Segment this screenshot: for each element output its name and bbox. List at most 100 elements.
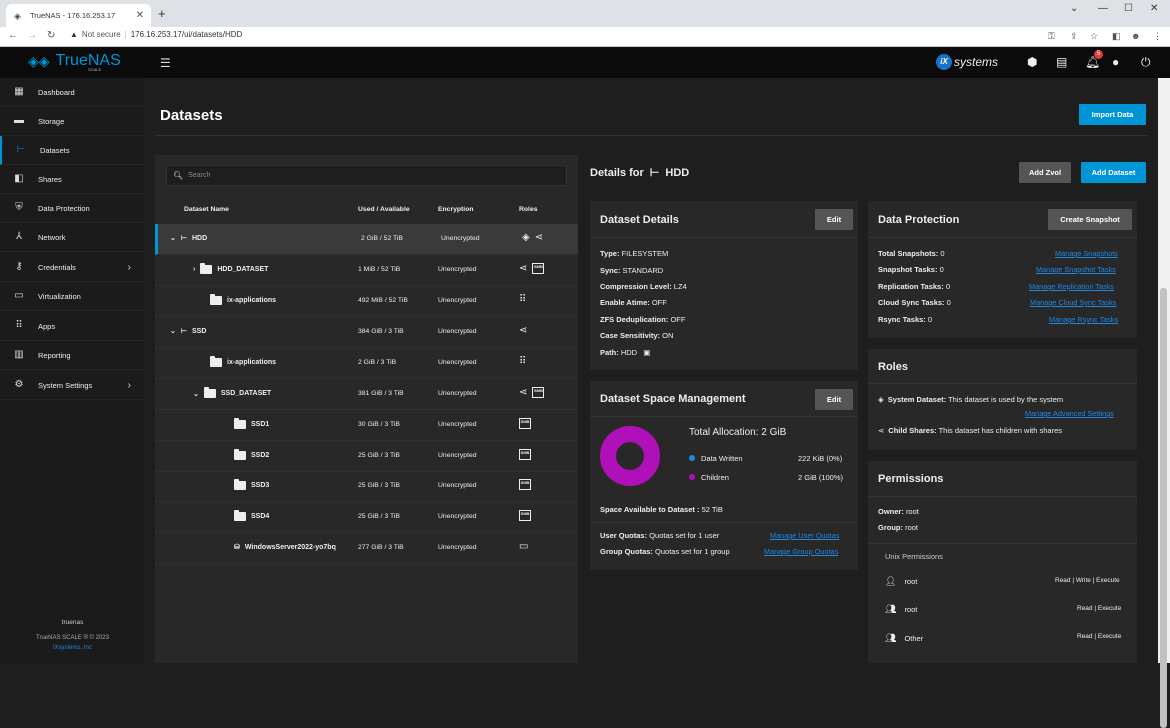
perm-value: Read | Execute: [1077, 633, 1122, 640]
divider: [590, 522, 858, 523]
chevron-down-icon[interactable]: ⌄: [170, 235, 176, 242]
dataset-encryption: Unencrypted: [438, 359, 477, 366]
chevron-down-icon[interactable]: ⌄: [1070, 3, 1079, 14]
reload-icon[interactable]: ↻: [47, 30, 56, 41]
sidebar-item-virtualization[interactable]: ▭ Virtualization: [0, 282, 145, 311]
key-icon: ⚷: [15, 261, 23, 272]
dataset-used: 381 GiB / 3 TiB: [358, 390, 404, 397]
manage-group-quotas-link[interactable]: Manage Group Quotas: [764, 547, 839, 556]
smb-icon: SMB: [532, 263, 545, 274]
key-icon[interactable]: ⚿: [1048, 31, 1055, 41]
top-bar: [0, 47, 1170, 78]
table-row[interactable]: SSD2 25 GiB / 3 TiB Unencrypted SMB: [155, 441, 578, 472]
new-tab-icon[interactable]: +: [158, 6, 166, 21]
account-icon[interactable]: ●: [1112, 55, 1120, 69]
card-title: Data Protection: [878, 214, 960, 226]
sidebar-item-label: Reporting: [38, 350, 71, 360]
perm-value: Read | Execute: [1077, 605, 1122, 612]
table-row[interactable]: SSD3 25 GiB / 3 TiB Unencrypted SMB: [155, 471, 578, 502]
chevron-down-icon[interactable]: ⌄: [170, 328, 176, 335]
back-icon[interactable]: ←: [8, 30, 18, 41]
sidebar-item-label: Credentials: [38, 262, 76, 272]
sidebar-item-system-settings[interactable]: ⚙ System Settings ›: [0, 371, 145, 400]
truenas-logo[interactable]: ◈◈ TrueNAS: [28, 52, 121, 70]
roles: ⋖ SMB: [519, 263, 545, 274]
table-row[interactable]: › HDD_DATASET 1 MiB / 52 TiB Unencrypted…: [155, 255, 578, 286]
edit-space-button[interactable]: Edit: [815, 389, 853, 410]
divider: [590, 237, 858, 238]
manage-advanced-settings-link[interactable]: Manage Advanced Settings: [1025, 409, 1114, 418]
sidebar-item-label: Network: [38, 232, 66, 242]
table-row[interactable]: SSD4 25 GiB / 3 TiB Unencrypted SMB: [155, 502, 578, 533]
company-link[interactable]: iXsystems, Inc: [53, 645, 92, 651]
manage-cloud-sync-tasks-link[interactable]: Manage Cloud Sync Tasks: [1030, 298, 1117, 307]
share-icon[interactable]: ⇪: [1070, 31, 1078, 41]
dataset-encryption: Unencrypted: [438, 482, 477, 489]
dataset-name: SSD_DATASET: [220, 390, 272, 397]
import-data-button[interactable]: Import Data: [1079, 104, 1146, 125]
ixsystems-text: systems: [954, 55, 999, 69]
url-field[interactable]: ▲ Not secure | 176.16.253.17/ui/datasets…: [70, 30, 242, 39]
atime-value: OFF: [651, 298, 667, 307]
copyright: TrueNAS SCALE ® © 2023: [36, 635, 109, 641]
table-row[interactable]: ix-applications 2 GiB / 3 TiB Unencrypte…: [155, 348, 578, 379]
edit-details-button[interactable]: Edit: [815, 209, 853, 230]
table-row[interactable]: ⌄ ⊢ SSD 384 GiB / 3 TiB Unencrypted ⋖: [155, 317, 578, 348]
group-key: Group:: [878, 523, 903, 532]
manage-replication-tasks-link[interactable]: Manage Replication Tasks: [1029, 282, 1115, 291]
table-row[interactable]: ⌄ SSD_DATASET 381 GiB / 3 TiB Unencrypte…: [155, 379, 578, 410]
close-window-icon[interactable]: ✕: [1150, 3, 1159, 14]
clipboard-icon[interactable]: ▤: [1056, 55, 1068, 69]
manage-rsync-tasks-link[interactable]: Manage Rsync Tasks: [1049, 315, 1119, 324]
sidebar-item-storage[interactable]: ▬ Storage: [0, 107, 145, 136]
table-row[interactable]: ⌄ ⊢ HDD 2 GiB / 52 TiB Unencrypted ◈ ⋖: [155, 224, 578, 255]
browser-tab[interactable]: ◈ TrueNAS - 176.16.253.17 ✕: [6, 4, 151, 27]
chevron-right-icon[interactable]: ›: [193, 266, 196, 273]
maximize-icon[interactable]: ☐: [1124, 3, 1133, 14]
minimize-icon[interactable]: —: [1098, 3, 1108, 14]
group-field: Group: root: [878, 523, 918, 532]
sidebar-item-shares[interactable]: ◧ Shares: [0, 165, 145, 194]
manage-snapshot-tasks-link[interactable]: Manage Snapshot Tasks: [1036, 265, 1116, 274]
close-tab-icon[interactable]: ✕: [135, 10, 144, 21]
add-zvol-button[interactable]: Add Zvol: [1019, 162, 1071, 183]
hamburger-menu-icon[interactable]: ☰: [160, 56, 171, 70]
forward-icon[interactable]: →: [27, 30, 37, 41]
star-icon[interactable]: ☆: [1090, 31, 1099, 41]
copy-icon[interactable]: ▣: [643, 348, 651, 357]
scrollbar-thumb[interactable]: [1160, 288, 1167, 728]
sidebar-item-credentials[interactable]: ⚷ Credentials ›: [0, 253, 145, 282]
table-row[interactable]: ix-applications 492 MiB / 52 TiB Unencry…: [155, 286, 578, 317]
dataset-used: 2 GiB / 52 TiB: [361, 235, 403, 242]
share-icon: ⋖: [534, 232, 544, 243]
sidebar-item-data-protection[interactable]: ⛨ Data Protection: [0, 194, 145, 223]
power-icon[interactable]: ⏻: [1141, 55, 1151, 69]
atime-field: Enable Atime: OFF: [600, 298, 667, 307]
table-row[interactable]: SSD1 30 GiB / 3 TiB Unencrypted SMB: [155, 410, 578, 441]
sidebar-item-apps[interactable]: ⠿ Apps: [0, 312, 145, 341]
user-icon: 👤︎: [885, 576, 897, 586]
protection-key: Replication Tasks:: [878, 282, 944, 291]
create-snapshot-button[interactable]: Create Snapshot: [1048, 209, 1132, 230]
sidebar-item-datasets[interactable]: ⊢ Datasets: [0, 136, 145, 165]
total-snapshots: Total Snapshots: 0: [878, 249, 945, 258]
profile-avatar-icon[interactable]: ☻: [1131, 31, 1141, 41]
add-dataset-button[interactable]: Add Dataset: [1081, 162, 1146, 183]
page-title: Datasets: [160, 107, 223, 124]
sidebar-item-dashboard[interactable]: ▦ Dashboard: [0, 78, 145, 107]
table-row[interactable]: ⛁ WindowsServer2022-yo7bq 277 GiB / 3 Ti…: [155, 533, 578, 564]
roles: ⠿: [519, 356, 526, 367]
browser-tab-title: TrueNAS - 176.16.253.17: [30, 11, 116, 20]
sidebar-item-network[interactable]: ⅄ Network: [0, 223, 145, 252]
menu-dots-icon[interactable]: ⋮: [1153, 31, 1162, 41]
manage-snapshots-link[interactable]: Manage Snapshots: [1055, 249, 1118, 258]
search-input[interactable]: 🔍︎ Search: [166, 165, 567, 186]
manage-user-quotas-link[interactable]: Manage User Quotas: [770, 531, 840, 540]
scrollbar[interactable]: [1158, 78, 1170, 728]
sidepanel-icon[interactable]: ◧: [1112, 31, 1121, 41]
ixsystems-logo[interactable]: iX systems: [936, 54, 998, 70]
roles: SMB: [519, 449, 531, 460]
sidebar-item-reporting[interactable]: ▥ Reporting: [0, 341, 145, 370]
truecommand-icon[interactable]: ⬢: [1027, 55, 1038, 69]
chevron-down-icon[interactable]: ⌄: [193, 390, 199, 398]
